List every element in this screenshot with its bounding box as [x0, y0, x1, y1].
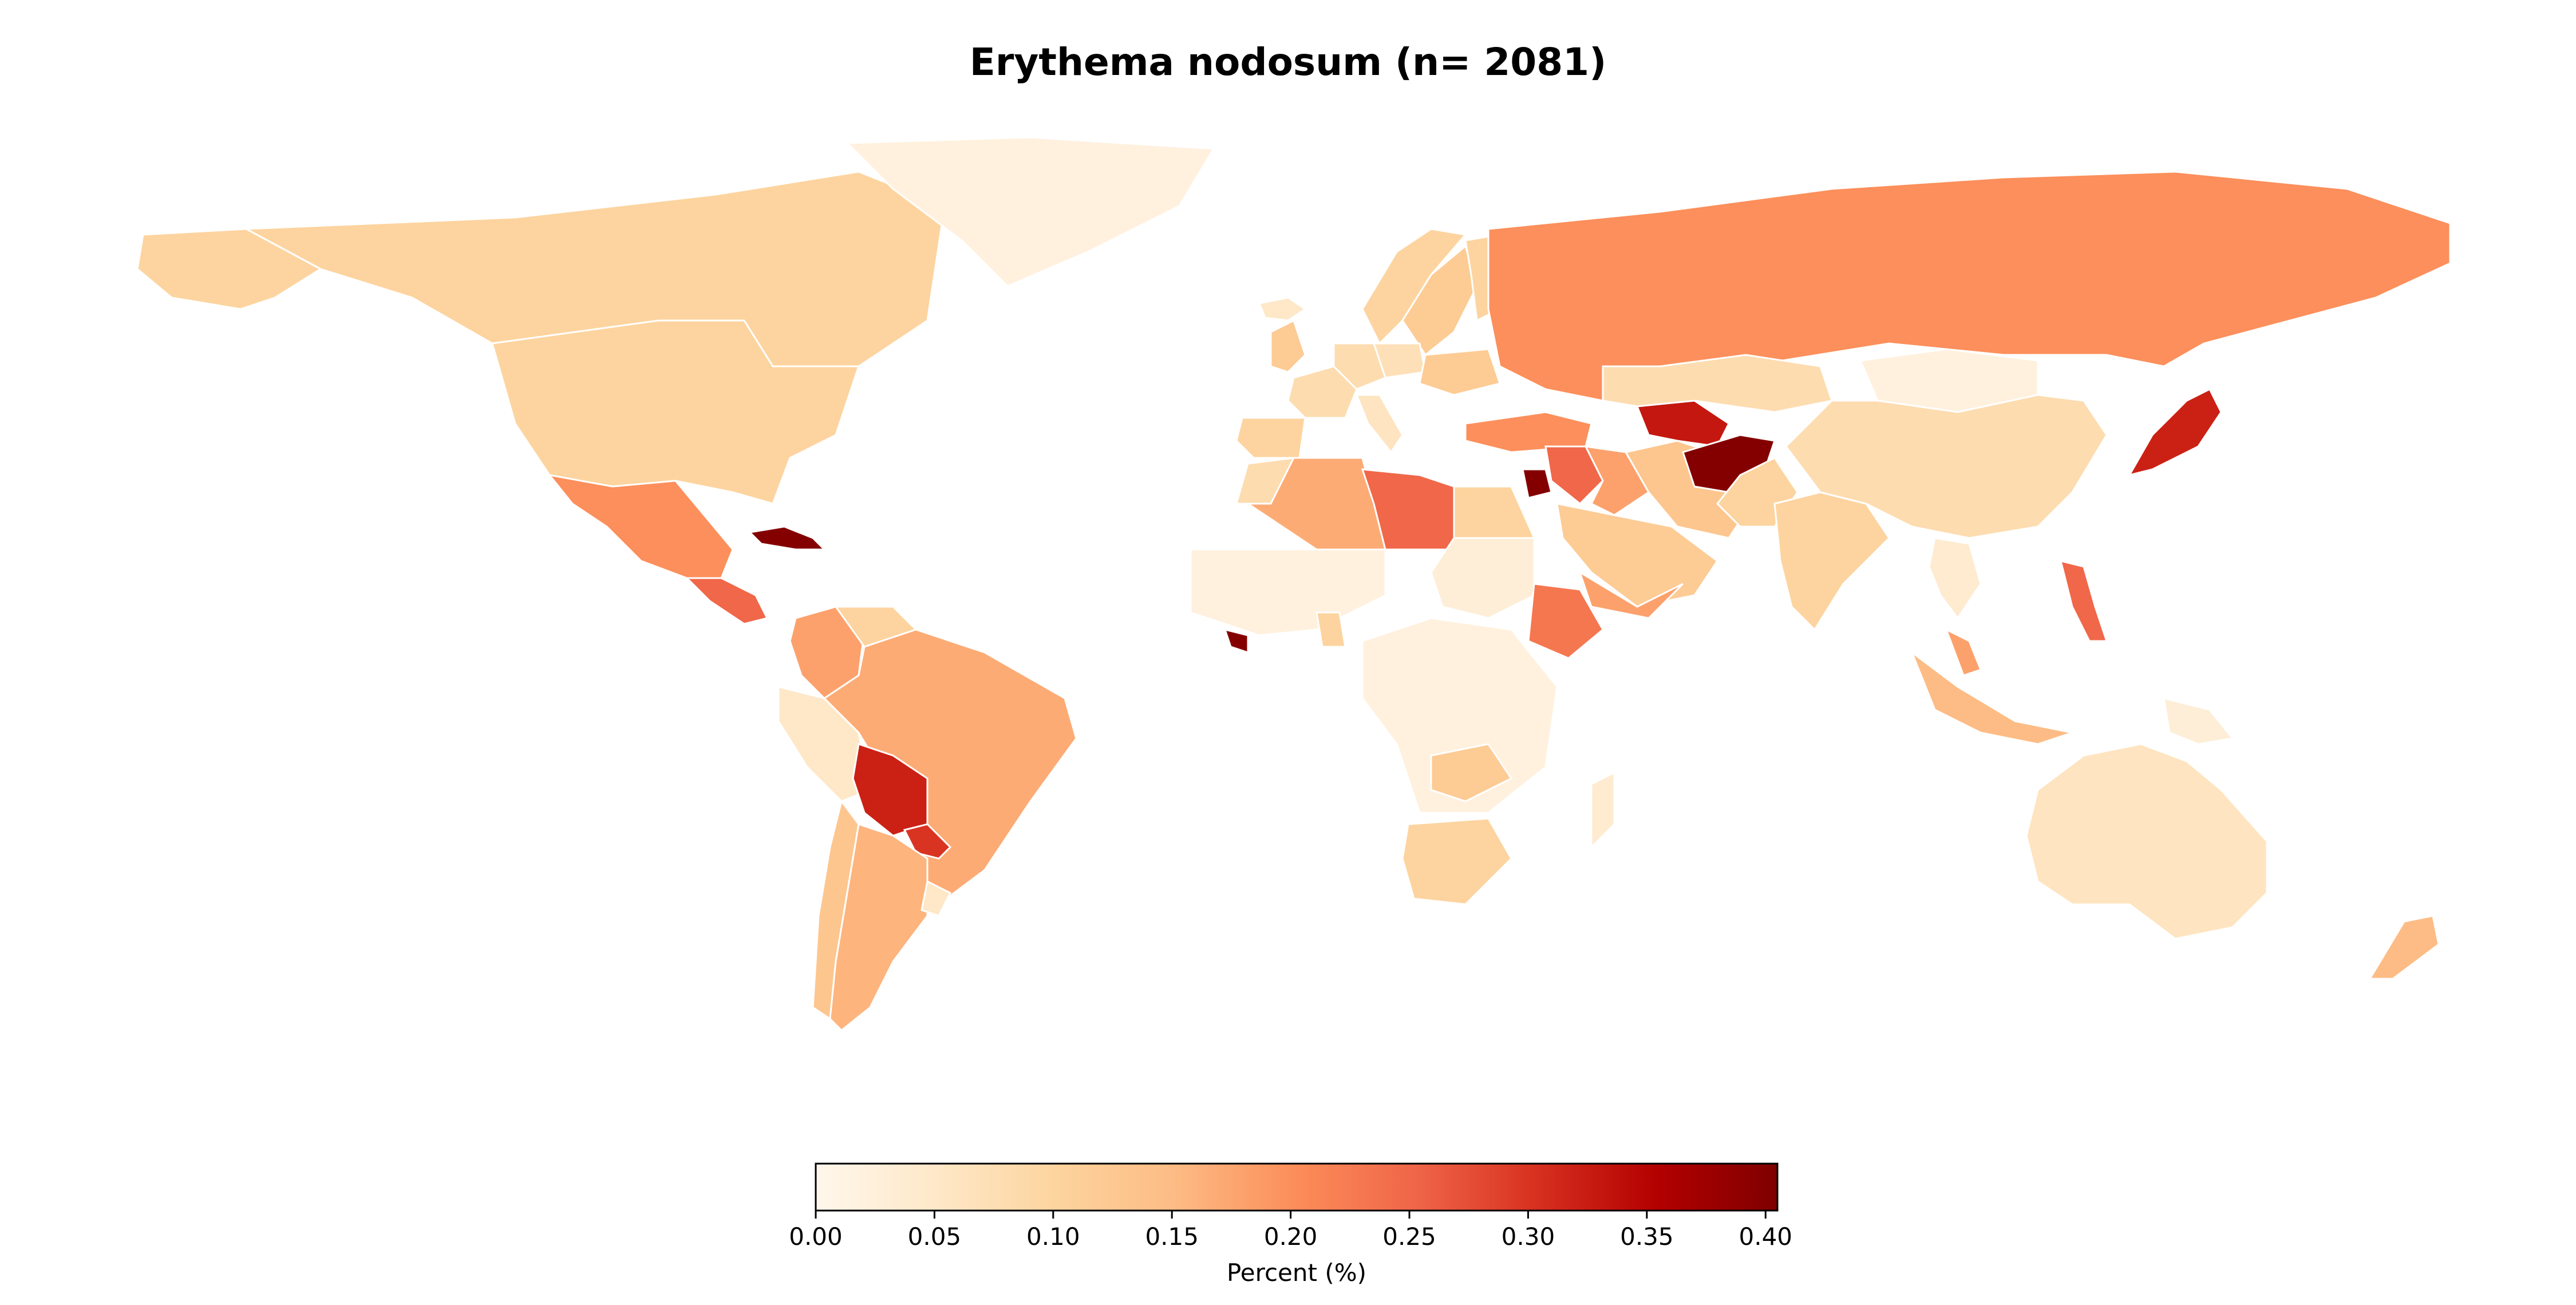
region-greenland: [845, 136, 1215, 287]
region-uk: [1270, 319, 1306, 373]
region-jordan: [1522, 468, 1552, 499]
region-norway: [1361, 228, 1467, 345]
region-kazakhstan: [1602, 354, 1833, 413]
region-germany: [1333, 342, 1386, 390]
colorbar-label: Percent (%): [1227, 1259, 1366, 1287]
colorbar-tick-label: 0.15: [1145, 1223, 1199, 1251]
region-yemen: [1578, 570, 1684, 619]
region-zambia: [1430, 743, 1513, 802]
region-malaysia: [1945, 627, 1982, 677]
region-south-africa: [1401, 817, 1512, 905]
colorbar-ticks: 0.00 0.05 0.10 0.15 0.20 0.25 0.30 0.35 0.40: [789, 1211, 1792, 1251]
region-saudi: [1556, 503, 1719, 608]
colorbar-tick-label: 0.10: [1026, 1223, 1080, 1251]
colorbar-tick-label: 0.35: [1620, 1223, 1674, 1251]
region-ukraine: [1419, 348, 1501, 396]
region-ghana: [1315, 611, 1346, 648]
region-ethiopia: [1527, 583, 1604, 659]
region-indonesia: [1910, 650, 2076, 745]
region-argentina: [829, 823, 929, 1032]
colorbar-gradient: [815, 1162, 1779, 1212]
region-central-africa: [1361, 617, 1558, 814]
region-cuba: [748, 525, 827, 551]
region-china: [1785, 394, 2108, 539]
region-australia: [2025, 743, 2268, 940]
region-liberia: [1223, 628, 1249, 654]
colorbar-tick-label: 0.30: [1502, 1223, 1555, 1251]
region-brazil: [823, 628, 1077, 906]
region-guatemala: [685, 577, 769, 625]
region-iceland: [1258, 296, 1307, 322]
region-thailand: [1928, 537, 1982, 620]
colorbar-tick-label: 0.20: [1264, 1223, 1318, 1251]
region-png: [2163, 697, 2234, 745]
region-uruguay: [920, 880, 952, 917]
colorbar-tick-label: 0.00: [789, 1223, 843, 1251]
region-italy: [1355, 394, 1404, 454]
colorbar-tick-label: 0.25: [1382, 1223, 1436, 1251]
region-madagascar: [1590, 771, 1615, 849]
region-philippines: [2059, 559, 2108, 642]
region-japan: [2127, 387, 2222, 477]
colorbar-tick-label: 0.05: [908, 1223, 962, 1251]
region-alaska: [136, 228, 322, 310]
region-spain: [1235, 417, 1306, 459]
chart-title: Erythema nodosum (n= 2081): [969, 40, 1607, 84]
region-nz: [2368, 915, 2440, 980]
colorbar-tick-label: 0.40: [1739, 1223, 1793, 1251]
region-sudan: [1430, 537, 1535, 619]
region-syria: [1544, 445, 1604, 505]
region-russia: [1487, 171, 2451, 402]
